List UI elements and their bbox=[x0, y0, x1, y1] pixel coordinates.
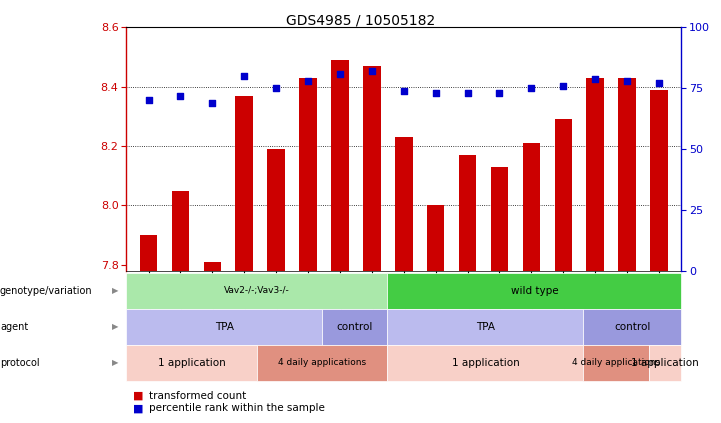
Bar bbox=[491, 167, 508, 271]
Text: transformed count: transformed count bbox=[149, 390, 247, 401]
Text: percentile rank within the sample: percentile rank within the sample bbox=[149, 403, 325, 413]
Bar bbox=[331, 60, 349, 271]
Text: genotype/variation: genotype/variation bbox=[0, 286, 92, 296]
Point bbox=[557, 82, 569, 89]
Text: 1 application: 1 application bbox=[631, 358, 699, 368]
Point bbox=[239, 73, 250, 80]
Bar bbox=[140, 235, 157, 271]
Point bbox=[494, 90, 505, 96]
Bar bbox=[363, 66, 381, 271]
Point bbox=[653, 80, 665, 87]
Text: ■: ■ bbox=[133, 403, 144, 413]
Bar bbox=[299, 78, 317, 271]
Text: ▶: ▶ bbox=[112, 358, 119, 367]
Bar bbox=[427, 206, 444, 271]
Point bbox=[302, 78, 314, 85]
Text: protocol: protocol bbox=[0, 358, 40, 368]
Point bbox=[174, 92, 186, 99]
Point bbox=[430, 90, 441, 96]
Bar bbox=[586, 78, 604, 271]
Text: GDS4985 / 10505182: GDS4985 / 10505182 bbox=[286, 14, 435, 28]
Point bbox=[398, 88, 410, 94]
Point bbox=[206, 99, 218, 106]
Text: 4 daily applications: 4 daily applications bbox=[278, 358, 366, 367]
Bar bbox=[172, 191, 189, 271]
Bar bbox=[554, 119, 572, 271]
Text: 4 daily applications: 4 daily applications bbox=[572, 358, 660, 367]
Point bbox=[462, 90, 474, 96]
Text: agent: agent bbox=[0, 322, 28, 332]
Text: wild type: wild type bbox=[510, 286, 558, 296]
Point bbox=[143, 97, 154, 104]
Text: Vav2-/-;Vav3-/-: Vav2-/-;Vav3-/- bbox=[224, 286, 290, 295]
Point bbox=[270, 85, 282, 92]
Bar bbox=[619, 78, 636, 271]
Text: control: control bbox=[614, 322, 650, 332]
Bar bbox=[523, 143, 540, 271]
Bar bbox=[650, 90, 668, 271]
Text: 1 application: 1 application bbox=[451, 358, 519, 368]
Point bbox=[590, 75, 601, 82]
Point bbox=[334, 70, 345, 77]
Text: TPA: TPA bbox=[215, 322, 234, 332]
Point bbox=[622, 78, 633, 85]
Point bbox=[526, 85, 537, 92]
Bar bbox=[459, 155, 477, 271]
Bar bbox=[267, 149, 285, 271]
Text: 1 application: 1 application bbox=[158, 358, 226, 368]
Text: TPA: TPA bbox=[476, 322, 495, 332]
Text: control: control bbox=[337, 322, 373, 332]
Text: ▶: ▶ bbox=[112, 322, 119, 331]
Bar bbox=[203, 262, 221, 271]
Bar bbox=[395, 137, 412, 271]
Point bbox=[366, 68, 378, 75]
Bar bbox=[236, 96, 253, 271]
Text: ▶: ▶ bbox=[112, 286, 119, 295]
Text: ■: ■ bbox=[133, 390, 144, 401]
